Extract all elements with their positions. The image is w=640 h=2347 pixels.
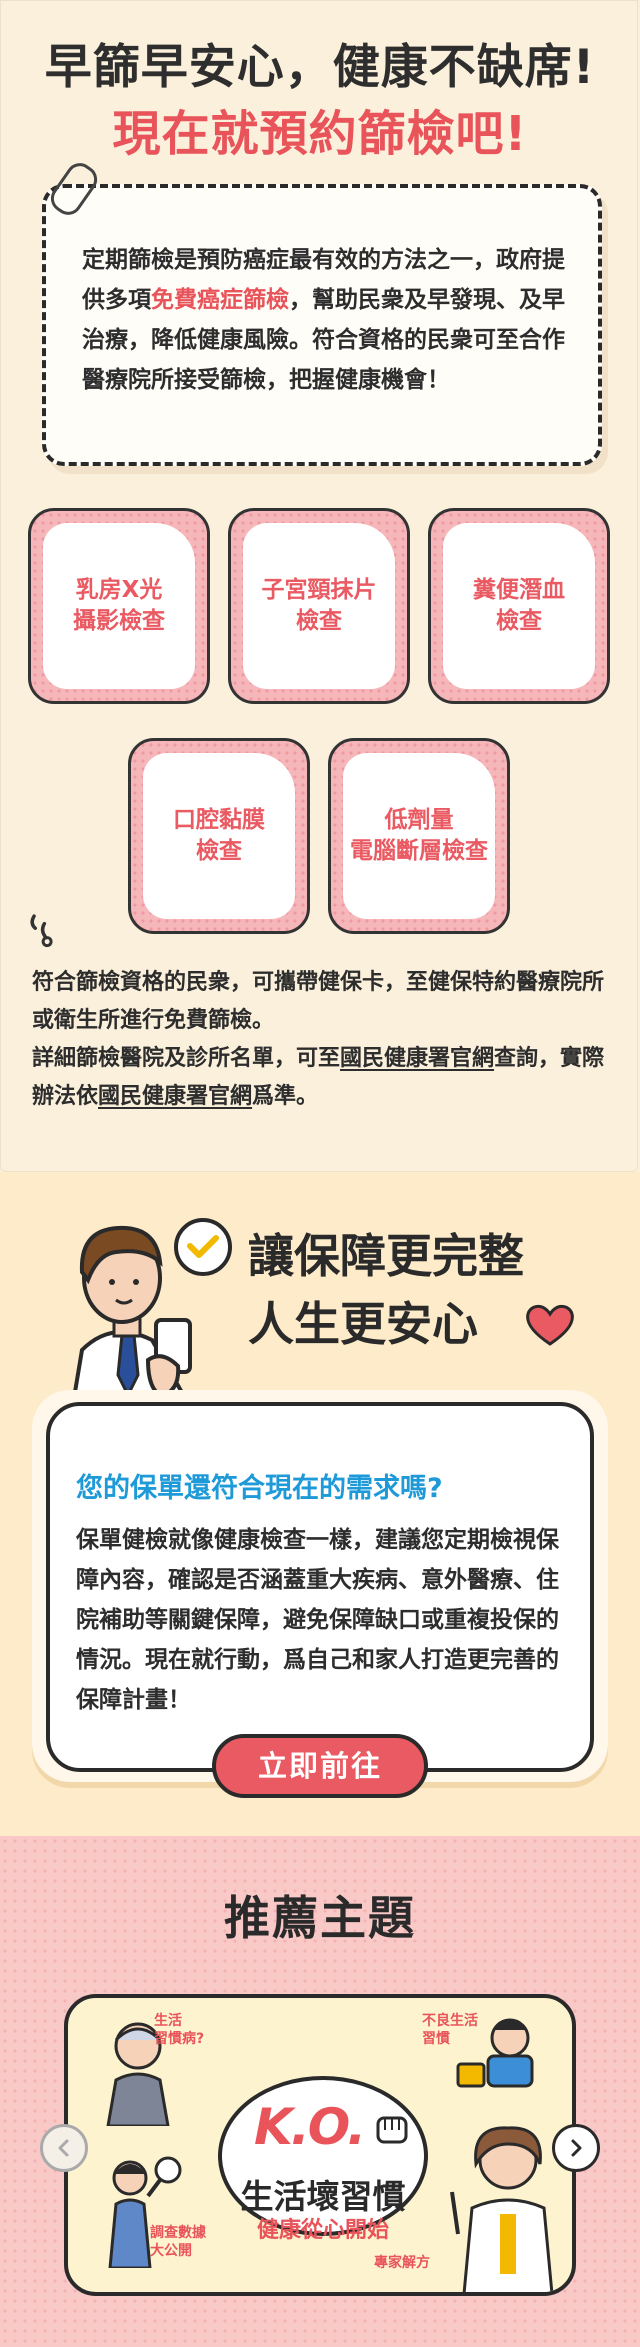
screening-tile-mammography[interactable]: 乳房X光 攝影檢查 bbox=[28, 508, 210, 704]
screening-title: 早篩早安心，健康不缺席! bbox=[44, 40, 596, 95]
banner-label-survey-data: 調查數據 大公開 bbox=[150, 2225, 206, 2259]
banner-title: 生活壞習慣 bbox=[240, 2177, 406, 2216]
intro-text: 定期篩檢是預防癌症最有效的方法之一，政府提供多項免費癌症篩檢，幫助民衆及早發現、… bbox=[82, 247, 565, 393]
screening-tile-oral-mucosa[interactable]: 口腔黏膜 檢查 bbox=[128, 738, 310, 934]
boy-eating-illustration bbox=[456, 2018, 534, 2088]
banner-label-bad-habits: 不良生活 習慣 bbox=[422, 2013, 478, 2047]
hpa-website-link-2[interactable]: 國民健康署官網 bbox=[98, 1084, 253, 1109]
heart-icon bbox=[526, 1305, 574, 1346]
policy-headline: 讓保障更完整 人生更安心 bbox=[248, 1229, 524, 1351]
hpa-website-link[interactable]: 國民健康署官網 bbox=[340, 1046, 495, 1071]
woman-magnifier-illustration bbox=[108, 2156, 182, 2268]
ko-bubble bbox=[218, 2076, 428, 2236]
free-screening-highlight: 免費癌症篩檢 bbox=[151, 287, 289, 313]
carousel-prev-button[interactable] bbox=[40, 2124, 88, 2172]
policy-question: 您的保單還符合現在的需求嗎? bbox=[76, 1473, 443, 1504]
screening-subtitle: 現在就預約篩檢吧! bbox=[112, 106, 528, 162]
check-bubble-icon bbox=[174, 1218, 232, 1276]
doctor-illustration bbox=[450, 2126, 554, 2292]
banner-label-lifestyle-disease: 生活 習慣病? bbox=[154, 2013, 205, 2047]
old-man-illustration bbox=[106, 2022, 170, 2126]
quote-icon bbox=[25, 907, 62, 953]
banner-label-expert-solution: 專家解方 bbox=[374, 2255, 430, 2271]
screening-tile-low-dose-ct[interactable]: 低劑量 電腦斷層檢查 bbox=[328, 738, 510, 934]
businessman-illustration bbox=[69, 1225, 195, 1410]
chevron-right-icon bbox=[571, 2139, 582, 2157]
banner-subtitle: 健康從心開始 bbox=[256, 2218, 389, 2243]
fist-icon bbox=[376, 2116, 408, 2144]
screening-tile-fecal-occult-blood[interactable]: 糞便潛血 檢查 bbox=[428, 508, 610, 704]
screening-note: 符合篩檢資格的民衆，可攜帶健保卡，至健保特約醫療院所或衛生所進行免費篩檢。 詳細… bbox=[32, 970, 605, 1109]
carousel-next-button[interactable] bbox=[552, 2124, 600, 2172]
ko-text: K.O. bbox=[254, 2098, 366, 2156]
policy-card: 您的保單還符合現在的需求嗎? 保單健檢就像健康檢查一樣，建議您定期檢視保障內容，… bbox=[46, 1402, 594, 1772]
go-now-button[interactable]: 立即前往 bbox=[212, 1734, 428, 1798]
chevron-left-icon bbox=[58, 2139, 69, 2157]
policy-body: 保單健檢就像健康檢查一樣，建議您定期檢視保障內容，確認是否涵蓋重大疾病、意外醫療… bbox=[76, 1527, 559, 1713]
recommend-banner-ko-bad-habits[interactable]: 生活 習慣病? 不良生活 習慣 調查數據 大公開 專家解方 K.O. 生活壞習慣… bbox=[64, 1994, 576, 2296]
intro-card: 定期篩檢是預防癌症最有效的方法之一，政府提供多項免費癌症篩檢，幫助民衆及早發現、… bbox=[42, 184, 602, 466]
recommend-title: 推薦主題 bbox=[224, 1891, 416, 1945]
screening-tile-pap-smear[interactable]: 子宮頸抹片 檢查 bbox=[228, 508, 410, 704]
